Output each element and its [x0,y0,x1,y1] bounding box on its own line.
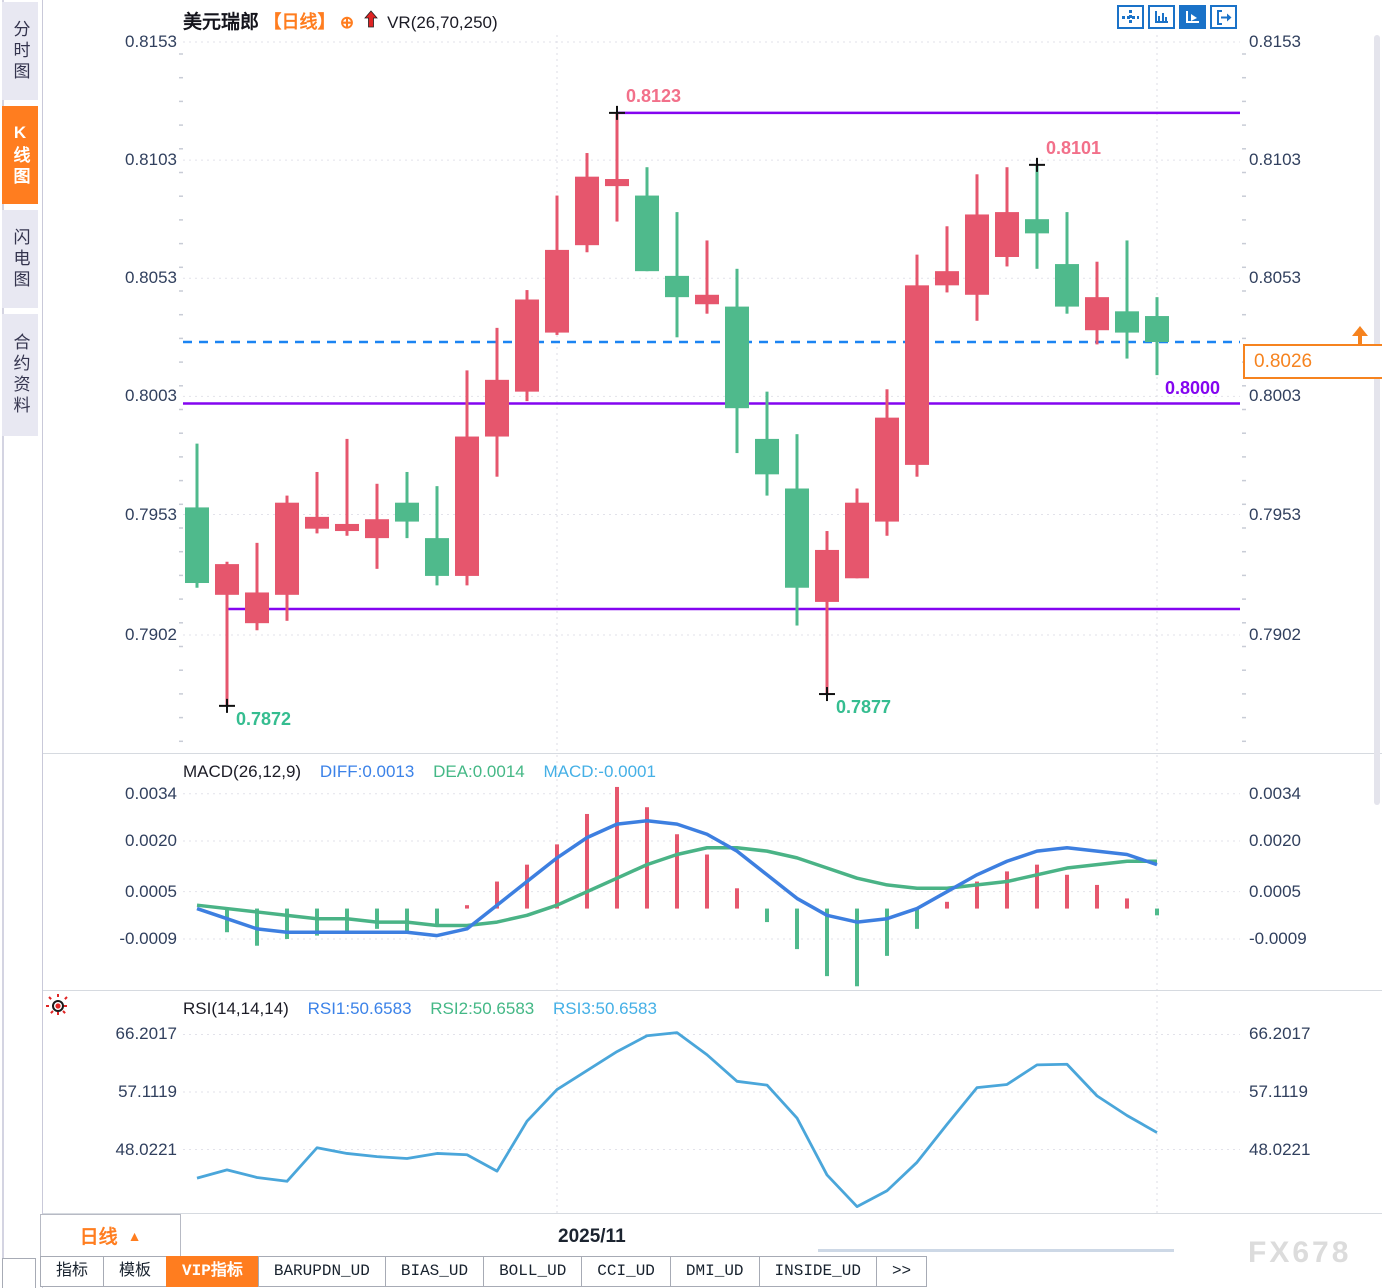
axis-label-left: 0.0005 [125,881,177,901]
exit-right-icon[interactable] [1210,5,1237,29]
axis-label-left: 0.7902 [125,624,177,644]
axis-label-right: 0.8103 [1249,150,1301,170]
axis-scale-icon[interactable] [1148,5,1175,29]
period-tag[interactable]: 【日线】 [263,12,336,32]
period-selector-button[interactable]: 日线 ▲ [40,1214,181,1257]
dropdown-arrow-icon: ▲ [127,1227,142,1244]
bottom-tab-9[interactable]: INSIDE_UD [758,1256,877,1287]
axis-label-right: 0.8053 [1249,268,1301,288]
rsi3-value: RSI3:50.6583 [552,999,657,1018]
bottom-tab-7[interactable]: CCI_UD [581,1256,671,1287]
rsi-header: RSI(14,14,14) RSI1:50.6583 RSI2:50.6583 … [183,999,657,1019]
axis-label-right: -0.0009 [1249,928,1307,948]
axis-label-right: 66.2017 [1249,1024,1311,1044]
macd-dea-value: DEA:0.0014 [433,762,525,781]
alert-blink-icon [44,992,72,1025]
vr-indicator-label: VR(26,70,250) [387,13,498,32]
rsi2-value: RSI2:50.6583 [430,999,535,1018]
axis-label-left: 66.2017 [115,1024,177,1044]
axis-label-right: 0.7902 [1249,624,1301,644]
axis-label-left: 0.0020 [125,831,177,850]
period-selector-label: 日线 [79,1227,118,1248]
axis-label-right: 0.0005 [1249,881,1301,901]
axis-label-right: 0.8153 [1249,32,1301,51]
rsi1-value: RSI1:50.6583 [307,999,412,1018]
macd-header: MACD(26,12,9) DIFF:0.0013 DEA:0.0014 MAC… [183,762,656,782]
axis-label-left: 0.7953 [125,504,177,524]
axis-label-left: 0.8003 [125,386,177,406]
vertical-scrollbar[interactable] [1374,35,1380,805]
bottom-left-corner-cell [2,1258,36,1288]
bottom-tab-2[interactable]: 模板 [103,1256,168,1287]
axis-label-left: 0.8153 [125,32,177,51]
extreme-price-annotation: 0.8123 [626,85,682,106]
axis-label-right: 57.1119 [1249,1082,1308,1101]
current-price-tag: 0.8026 [1243,344,1382,379]
price-up-arrow-stem [1358,334,1362,344]
axis-label-right: 0.8003 [1249,386,1301,406]
price-up-arrow-icon [1352,326,1368,336]
sidebar-item-1[interactable]: 分时图 [2,2,38,100]
bottom-tab-3[interactable]: VIP指标 [166,1256,259,1287]
axis-label-right: 0.0020 [1249,831,1301,850]
bottom-tab-1[interactable]: 指标 [40,1256,105,1287]
sidebar-item-4[interactable]: 合约资料 [2,314,38,436]
horizontal-scrollbar[interactable] [818,1249,1174,1252]
chart-header: 美元瑞郎 【日线】 ⊕ VR(26,70,250) [183,7,498,35]
axis-label-left: 0.8053 [125,268,177,288]
axis-label-right: 0.7953 [1249,504,1301,524]
axis-label-left: 48.0221 [115,1139,177,1159]
extreme-price-annotation: 0.7872 [236,708,292,729]
bottom-tab-6[interactable]: BOLL_UD [483,1256,583,1287]
sidebar-item-2[interactable]: K线图 [2,106,38,204]
extreme-price-annotation: 0.7877 [836,697,892,718]
sidebar-item-3[interactable]: 闪电图 [2,210,38,308]
bottom-tab-8[interactable]: DMI_UD [669,1256,760,1287]
axis-label-left: 0.8103 [125,150,177,170]
bottom-tab-5[interactable]: BIAS_UD [384,1256,485,1287]
macd-macd-value: MACD:-0.0001 [543,762,656,781]
indicator-tab-bar: 指标 模板 VIP指标 BARUPDN_UD BIAS_UD BOLL_UD CCI_UD D… [40,1256,928,1288]
add-indicator-icon[interactable]: ⊕ [339,13,355,32]
watermark: FX678 [1248,1236,1352,1269]
axis-play-icon[interactable] [1179,5,1206,29]
bottom-tab-10[interactable]: >> [875,1256,928,1287]
extreme-price-annotation: 0.8101 [1046,137,1102,158]
macd-name: MACD(26,12,9) [183,762,302,781]
axis-label-right: 0.0034 [1249,783,1301,803]
axis-label-right: 48.0221 [1249,1139,1311,1159]
symbol-title: 美元瑞郎 [183,12,260,33]
crosshair-icon[interactable] [1117,5,1144,29]
up-arrow-icon [363,10,379,35]
axis-label-left: -0.0009 [119,928,177,948]
axis-label-left: 0.0034 [125,783,177,803]
bottom-tab-4[interactable]: BARUPDN_UD [257,1256,386,1287]
x-axis-date-label: 2025/11 [558,1226,626,1247]
macd-diff-value: DIFF:0.0013 [319,762,415,781]
rsi-name: RSI(14,14,14) [183,999,289,1018]
level-price-label: 0.8000 [1165,378,1221,399]
axis-label-left: 57.1119 [118,1082,177,1101]
